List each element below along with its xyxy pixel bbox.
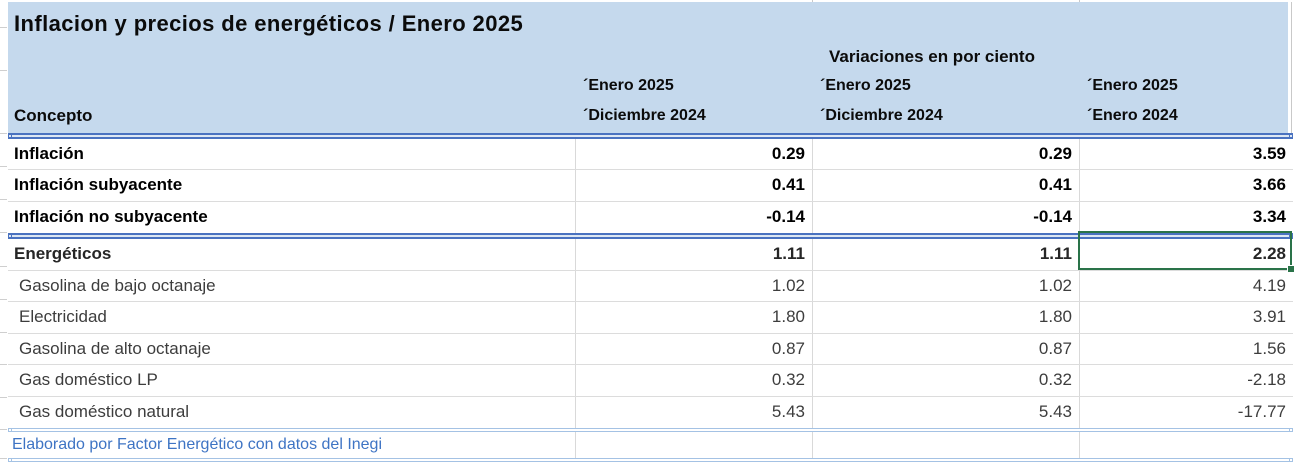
border-line <box>8 133 1293 139</box>
column-header-cell[interactable]: ´Enero 2025 ´Enero 2024 <box>1080 68 1288 133</box>
row-label-cell[interactable]: Gas doméstico natural <box>8 396 576 428</box>
row-label-cell[interactable]: Gasolina de alto octanaje <box>8 333 576 364</box>
gridline-tick <box>0 232 7 233</box>
gridline-tick <box>0 70 7 71</box>
footer-row: Elaborado por Factor Energético con dato… <box>8 432 1293 458</box>
value-cell[interactable]: 0.87 <box>576 333 813 364</box>
gridline-tick <box>0 133 7 134</box>
column-header-line2: ´Diciembre 2024 <box>583 107 706 124</box>
value-cell[interactable]: -0.14 <box>813 201 1080 233</box>
value-cell[interactable]: 0.32 <box>813 365 1080 396</box>
value-cell[interactable]: 0.29 <box>576 139 813 170</box>
table-row: Gasolina de bajo octanaje 1.02 1.02 4.19 <box>8 270 1293 302</box>
row-label-cell[interactable]: Inflación no subyacente <box>8 201 576 233</box>
table-row: Electricidad 1.80 1.80 3.91 <box>8 302 1293 334</box>
table-row: Inflación subyacente 0.41 0.41 3.66 <box>8 170 1293 202</box>
value-cell[interactable]: 3.66 <box>1252 175 1286 195</box>
value-cell[interactable]: 0.41 <box>813 170 1080 201</box>
border-line <box>8 233 1293 239</box>
subtitle-row: Variaciones en por ciento <box>8 45 1288 68</box>
table-row: Gas doméstico natural 5.43 5.43 -17.77 <box>8 396 1293 428</box>
gridline-tick <box>0 266 7 267</box>
page-title[interactable]: Inflacion y precios de energéticos / Ene… <box>14 10 524 36</box>
gridline-tick <box>0 166 7 167</box>
value-cell[interactable]: 1.80 <box>576 302 813 333</box>
fill-handle[interactable] <box>1287 265 1294 273</box>
value-cell[interactable]: 3.91 <box>1252 307 1286 327</box>
subtitle-spacer <box>8 45 576 68</box>
table-row: Inflación 0.29 0.29 3.59 <box>8 139 1293 171</box>
value-cell[interactable]: 0.87 <box>813 333 1080 364</box>
gridline-tick <box>0 27 7 28</box>
gridline-tick <box>0 199 7 200</box>
gridline-tick <box>812 0 813 2</box>
value-cell[interactable]: 1.11 <box>813 239 1080 270</box>
footer-note-cell[interactable]: Elaborado por Factor Energético con dato… <box>8 432 576 458</box>
table-header-block: Inflacion y precios de energéticos / Ene… <box>8 2 1288 133</box>
gridline-tick <box>0 299 7 300</box>
gridline-tick <box>0 332 7 333</box>
column-header-line1: ´Enero 2025 <box>1087 77 1178 94</box>
empty-cell[interactable] <box>813 432 1080 458</box>
gridline-tick <box>0 397 7 398</box>
empty-cell[interactable] <box>576 432 813 458</box>
column-header-row: Concepto ´Enero 2025 ´Diciembre 2024 ´En… <box>8 68 1288 133</box>
table-row: Gasolina de alto octanaje 0.87 0.87 1.56 <box>8 333 1293 365</box>
value-cell[interactable]: -17.77 <box>1237 402 1286 422</box>
concepto-header-cell[interactable]: Concepto <box>14 106 93 125</box>
spreadsheet-table: Inflacion y precios de energéticos / Ene… <box>8 2 1294 462</box>
gridline-tick <box>1079 0 1080 2</box>
column-header-cell[interactable]: ´Enero 2025 ´Diciembre 2024 <box>813 68 1080 133</box>
row-label-cell[interactable]: Inflación subyacente <box>8 170 576 201</box>
gridline-tick <box>0 429 7 430</box>
value-cell[interactable]: 5.43 <box>576 396 813 428</box>
value-cell[interactable]: 0.41 <box>576 170 813 201</box>
row-label-cell[interactable]: Gasolina de bajo octanaje <box>8 270 576 301</box>
value-cell[interactable]: 1.11 <box>576 239 813 270</box>
row-label-cell[interactable]: Electricidad <box>8 302 576 333</box>
empty-cell[interactable] <box>1080 432 1293 458</box>
column-header-cell[interactable]: ´Enero 2025 ´Diciembre 2024 <box>576 68 813 133</box>
energy-group: Energéticos 1.11 1.11 2.28 Gasolina de b… <box>8 239 1293 428</box>
column-header-line2: ´Diciembre 2024 <box>820 107 943 124</box>
gridline-tick <box>1291 2 1292 133</box>
row-label-cell[interactable]: Inflación <box>8 139 576 170</box>
value-cell[interactable]: 4.19 <box>1252 275 1286 295</box>
value-cell[interactable]: 1.56 <box>1252 338 1286 358</box>
value-cell[interactable]: 3.59 <box>1252 144 1286 164</box>
border-line <box>8 428 1293 432</box>
value-cell[interactable]: 1.02 <box>576 270 813 301</box>
selected-cell-border <box>1078 231 1294 273</box>
value-cell[interactable]: 0.32 <box>576 365 813 396</box>
variations-subtitle[interactable]: Variaciones en por ciento <box>829 47 1035 66</box>
value-cell[interactable]: 1.02 <box>813 270 1080 301</box>
value-cell[interactable]: 3.34 <box>1252 207 1286 227</box>
value-cell[interactable]: -0.14 <box>576 201 813 233</box>
value-cell[interactable]: 1.80 <box>813 302 1080 333</box>
value-cell[interactable]: 0.29 <box>813 139 1080 170</box>
column-header-line1: ´Enero 2025 <box>820 77 911 94</box>
row-label-cell[interactable]: Gas doméstico LP <box>8 365 576 396</box>
column-header-line1: ´Enero 2025 <box>583 77 674 94</box>
gridline-tick <box>0 364 7 365</box>
table-row: Inflación no subyacente -0.14 -0.14 3.34 <box>8 201 1293 233</box>
column-header-line2: ´Enero 2024 <box>1087 107 1178 124</box>
gridline-tick <box>0 458 7 459</box>
row-label-cell[interactable]: Energéticos <box>8 239 576 270</box>
border-line <box>8 458 1293 462</box>
inflation-group: Inflación 0.29 0.29 3.59 Inflación subya… <box>8 139 1293 233</box>
selected-value-cell[interactable]: 2.28 <box>1252 244 1286 264</box>
table-row: Gas doméstico LP 0.32 0.32 -2.18 <box>8 365 1293 397</box>
value-cell[interactable]: 5.43 <box>813 396 1080 428</box>
value-cell[interactable]: -2.18 <box>1247 370 1286 390</box>
